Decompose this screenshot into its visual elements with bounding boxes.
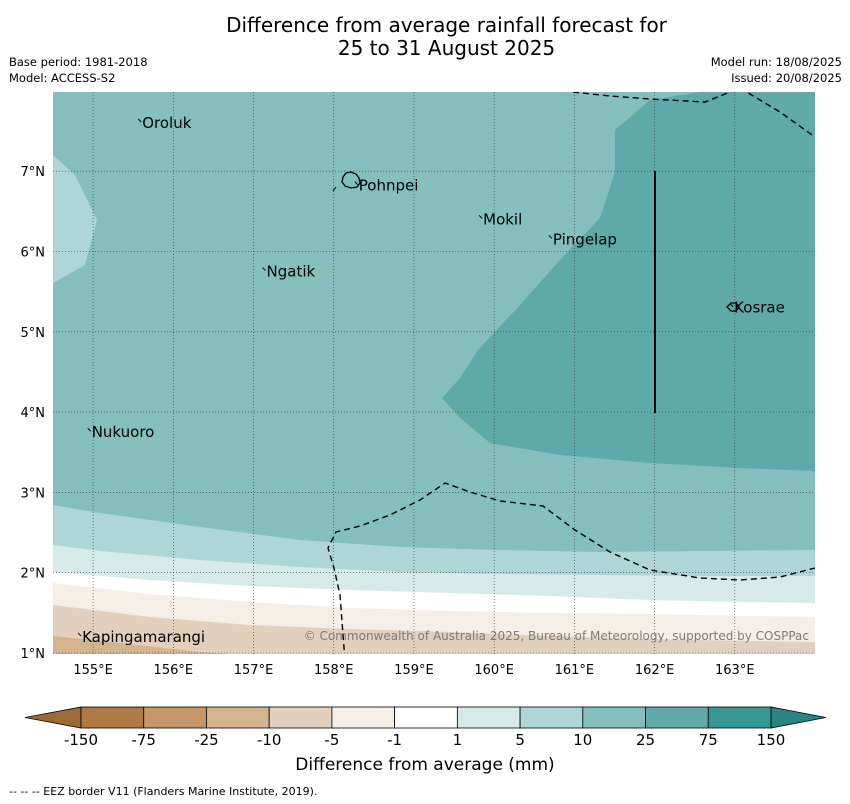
lon-tick-label: 162°E (635, 663, 675, 678)
gridlines (53, 92, 815, 654)
lon-tick-label: 160°E (474, 663, 514, 678)
colorbar-swatch (206, 706, 270, 729)
place-marker (354, 181, 359, 186)
colorbar-swatch (456, 706, 521, 729)
axis-ticks: 155°E 156°E 157°E 158°E 159°E 160°E 161°E 162°E… (21, 165, 755, 678)
place-label-ngatik: Ngatik (267, 263, 316, 281)
colorbar-extend-low (24, 706, 82, 729)
rainfall-field: Oroluk Pohnpei Mokil Pingelap Ngatik Kosrae Nu… (53, 92, 815, 654)
band-25-75-east (442, 92, 815, 471)
lat-tick-label: 2°N (21, 567, 46, 582)
colorbar-swatch (268, 706, 333, 729)
lon-tick-label: 163°E (715, 663, 755, 678)
lat-tick-label: 4°N (21, 406, 46, 421)
colorbar-title: Difference from average (mm) (295, 755, 555, 775)
band-5-10-west (53, 155, 97, 283)
lat-tick-label: 5°N (21, 326, 46, 341)
place-label-pingelap: Pingelap (553, 230, 617, 248)
pohnpei-reef-mark (332, 186, 337, 192)
pohnpei-island-outline (341, 171, 361, 189)
lon-tick-label: 157°E (234, 663, 274, 678)
place-marker (729, 303, 734, 308)
place-marker (478, 215, 483, 219)
band-neg10-neg25-south (53, 636, 230, 654)
lat-tick-label: 1°N (21, 647, 46, 662)
lat-tick-label: 6°N (21, 246, 46, 261)
meta-right: Model run: 18/08/2025 Issued: 20/08/2025 (711, 54, 842, 86)
lon-tick-label: 159°E (394, 663, 434, 678)
colorbar-label: -10 (257, 731, 282, 749)
map-title: Difference from average rainfall forecas… (0, 14, 850, 60)
eez-border-north (572, 92, 815, 138)
model-text: Model: ACCESS-S2 (9, 71, 116, 85)
colorbar-swatch (519, 706, 584, 729)
lon-tick-label: 161°E (555, 663, 595, 678)
title-line-1: Difference from average rainfall forecas… (226, 13, 667, 37)
place-label-mokil: Mokil (483, 210, 522, 228)
colorbar-label: -75 (131, 731, 156, 749)
eez-border-south (327, 482, 815, 654)
colorbar-label: -1 (387, 731, 402, 749)
band-neg5-neg10-south (53, 605, 815, 654)
issued-text: Issued: 20/08/2025 (731, 71, 842, 85)
colorbar-label: 5 (515, 731, 525, 749)
colorbar-label: 150 (757, 731, 786, 749)
place-label-oroluk: Oroluk (142, 114, 191, 132)
colorbar-swatch (582, 706, 646, 729)
place-label-pohnpei: Pohnpei (359, 177, 419, 195)
meta-left: Base period: 1981-2018 Model: ACCESS-S2 (9, 54, 148, 86)
place-label-nukuoro: Nukuoro (92, 423, 155, 441)
colorbar-label: -5 (324, 731, 339, 749)
eez-legend-note: -- -- -- EEZ border V11 (Flanders Marine… (9, 785, 318, 798)
map-panel: Oroluk Pohnpei Mokil Pingelap Ngatik Kosrae Nu… (21, 92, 815, 678)
title-line-2: 25 to 31 August 2025 (337, 36, 556, 60)
place-marker (137, 118, 142, 123)
colorbar-label: -25 (194, 731, 219, 749)
colorbar-swatch (80, 706, 145, 729)
place-marker (77, 632, 82, 637)
place-marker (262, 267, 266, 271)
place-label-kosrae: Kosrae (734, 299, 785, 317)
lon-tick-label: 156°E (154, 663, 194, 678)
colorbar-swatch (394, 706, 458, 729)
colorbar-label: 25 (636, 731, 655, 749)
colorbar-swatch (645, 706, 709, 729)
model-run-text: Model run: 18/08/2025 (710, 55, 842, 69)
colorbar-label: -150 (64, 731, 98, 749)
colorbar-extend-high (770, 706, 827, 729)
colorbar-label: 10 (573, 731, 592, 749)
kosrae-island-outline (726, 302, 740, 312)
copyright-text: © Commonwealth of Australia 2025, Bureau… (304, 629, 809, 643)
lat-tick-label: 7°N (21, 165, 46, 180)
colorbar-label: 1 (453, 731, 463, 749)
colorbar-swatch (707, 706, 772, 729)
place-marker (548, 235, 553, 239)
lat-tick-label: 3°N (21, 486, 46, 501)
colorbar-swatch (331, 706, 396, 729)
base-period-text: Base period: 1981-2018 (9, 55, 148, 69)
colorbar-label: 75 (699, 731, 718, 749)
colorbar-swatch (143, 706, 207, 729)
place-marker (87, 427, 92, 432)
place-label-kapingamarangi: Kapingamarangi (82, 628, 205, 646)
lon-tick-label: 155°E (73, 663, 113, 678)
place-labels: Oroluk Pohnpei Mokil Pingelap Ngatik Kosrae Nu… (77, 114, 785, 646)
lon-tick-label: 158°E (314, 663, 354, 678)
